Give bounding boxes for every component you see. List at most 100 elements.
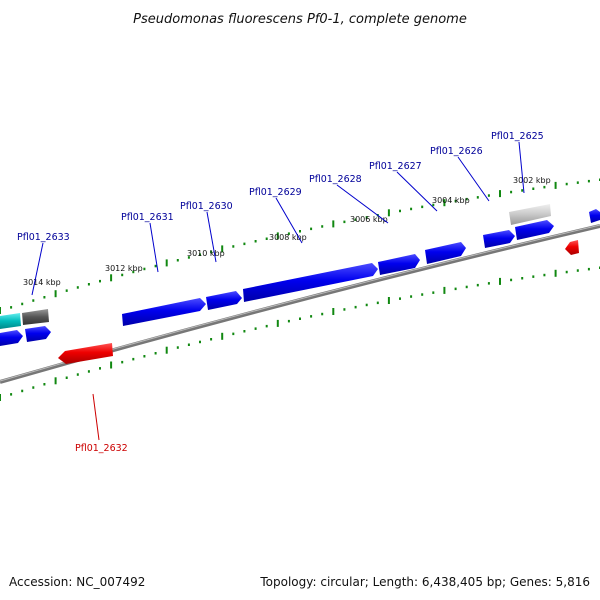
minor-tick [376,301,379,305]
minor-tick [254,327,257,330]
minor-tick [287,319,290,323]
gene-arrow-left-edge-a[interactable] [0,330,23,346]
minor-tick [199,340,201,344]
minor-tick [154,264,157,268]
minor-tick [99,279,101,283]
minor-tick [76,286,79,289]
minor-tick [587,179,590,183]
minor-tick [421,293,424,296]
gene-block-gray[interactable] [509,204,551,225]
minor-tick [143,267,146,271]
gene-arrow-pfl01-2625[interactable] [515,220,554,240]
scale-label-3006: 3006 kbp [350,215,388,224]
minor-tick [321,225,324,228]
gene-label-pfl01-2628: Pfl01_2628 [309,174,362,185]
gene-arrow-pfl01-2632[interactable] [58,343,113,364]
minor-tick [254,240,257,243]
label-leader-lines [31,141,525,296]
gene-arrow-left-edge-b[interactable] [25,326,51,342]
gene-arrow-pfl01-2629[interactable] [243,263,378,302]
gene-label-pfl01-2626: Pfl01_2626 [430,146,483,157]
minor-tick [243,330,246,333]
minor-tick [154,352,157,355]
minor-tick [132,270,135,274]
minor-tick [421,205,424,209]
minor-tick [321,312,324,316]
minor-tick [43,383,46,386]
minor-tick [310,315,313,318]
minor-tick [399,209,401,213]
minor-tick [343,220,346,224]
gene-arrow-pfl01-2631[interactable] [122,298,206,326]
minor-tick [265,237,268,240]
minor-tick [576,269,579,272]
minor-tick [10,306,13,309]
minor-tick [176,259,179,262]
gene-label-pfl01-2631: Pfl01_2631 [121,212,174,223]
scale-label-3010: 3010 kbp [187,249,225,258]
minor-tick [354,218,357,221]
minor-tick [176,346,179,349]
minor-tick [465,197,468,201]
minor-tick [365,303,368,307]
minor-tick [232,245,235,248]
minor-tick [76,373,79,376]
minor-tick [532,187,535,190]
minor-tick [399,297,401,300]
minor-tick [87,370,90,373]
gene-arrow-right-edge[interactable] [589,209,600,223]
minor-tick [521,189,524,192]
major-tick [165,346,168,354]
major-tick [221,332,224,340]
gene-block-dark[interactable] [22,309,49,325]
gene-arrow-pfl01-2628[interactable] [378,254,420,275]
genome-title: Pseudomonas fluorescens Pf0-1, complete … [133,12,467,27]
major-tick [276,319,279,327]
major-tick [110,361,113,369]
minor-tick [87,283,90,286]
major-tick [54,290,57,298]
minor-tick [487,194,490,197]
gene-arrow-pfl01-2626[interactable] [483,230,515,248]
gene-arrow-pfl01-2627[interactable] [425,242,466,264]
minor-tick [43,296,46,299]
minor-tick [287,232,290,235]
gene-label-pfl01-2627: Pfl01_2627 [369,161,422,172]
gene-block-cyan[interactable] [0,313,21,329]
gene-label-pfl01-2625: Pfl01_2625 [491,131,544,142]
minor-tick [543,273,546,277]
minor-tick [454,199,457,203]
scale-label-3014: 3014 kbp [23,278,61,287]
minor-tick [465,285,468,289]
gene-arrow-reverse-right[interactable] [565,240,579,255]
minor-tick [365,216,368,219]
minor-tick [432,291,435,294]
minor-tick [210,338,213,341]
major-tick [443,199,446,207]
minor-tick [487,282,490,285]
major-tick [554,269,557,277]
major-tick [110,274,113,282]
minor-tick [243,242,246,246]
minor-tick [299,317,301,320]
minor-tick [432,203,435,207]
minor-tick [10,393,13,396]
major-tick [0,307,1,314]
minor-tick [121,273,124,277]
major-tick [221,245,224,253]
minor-tick [521,277,524,280]
reverse-genes [58,240,579,364]
minor-tick [410,207,413,211]
major-tick [387,209,390,217]
major-tick [0,394,1,401]
major-tick [387,297,390,304]
minor-tick [587,267,590,271]
gene-label-pfl01-2632: Pfl01_2632 [75,443,128,454]
minor-tick [187,343,190,346]
minor-tick [510,278,513,282]
major-tick [332,308,335,315]
forward-genes [0,204,600,346]
minor-tick [543,185,546,189]
gene-arrow-pfl01-2630[interactable] [206,291,242,310]
